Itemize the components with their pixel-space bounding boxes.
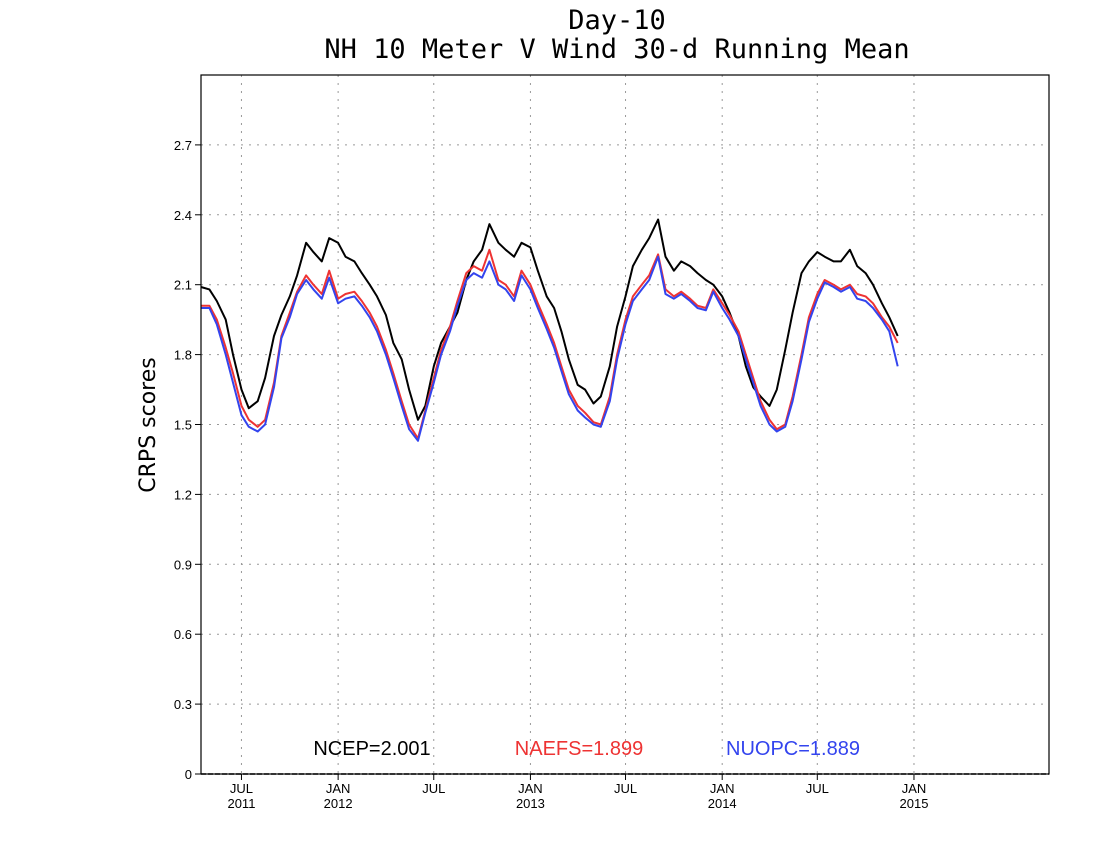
y-tick-label: 1.2	[174, 487, 192, 502]
y-tick-label: 0.3	[174, 697, 192, 712]
series-line-naefs	[201, 248, 899, 440]
chart-subtitle: NH 10 Meter V Wind 30-d Running Mean	[324, 34, 909, 65]
legend-entry-nuopc: NUOPC=1.889	[726, 738, 860, 760]
x-tick-label: JAN	[326, 781, 351, 796]
series-line-ncep	[200, 218, 899, 421]
y-axis-ticks: 0 0.3 0.6 0.9 1.2 1.5 1.8 2.1 2.4 2.7	[174, 138, 201, 782]
x-tick-year-label: 2011	[227, 796, 255, 811]
x-tick-label: JAN	[710, 781, 735, 796]
y-tick-label: 0.9	[174, 557, 192, 572]
x-tick-label: JAN	[902, 781, 927, 796]
y-tick-label: 0	[185, 767, 192, 782]
chart-title: Day-10	[568, 5, 666, 36]
series-line-nuopc	[201, 255, 899, 442]
legend-entry-naefs: NAEFS=1.899	[515, 738, 643, 760]
y-tick-label: 2.4	[174, 208, 192, 223]
x-tick-year-label: 2014	[708, 796, 737, 811]
x-tick-year-label: 2012	[324, 796, 353, 811]
x-tick-label: JAN	[518, 781, 543, 796]
legend-entry-ncep: NCEP=2.001	[313, 738, 430, 760]
x-tick-label: JUL	[230, 781, 253, 796]
y-tick-label: 1.8	[174, 348, 192, 363]
x-tick-label: JUL	[422, 781, 445, 796]
x-tick-label: JUL	[614, 781, 637, 796]
x-tick-year-label: 2013	[516, 796, 545, 811]
grid	[201, 75, 1049, 774]
y-tick-label: 2.1	[174, 278, 192, 293]
y-tick-label: 2.7	[174, 138, 192, 153]
plot-series	[200, 218, 899, 442]
y-axis-label: CRPS scores	[136, 357, 161, 492]
y-tick-label: 1.5	[174, 418, 192, 433]
x-tick-year-label: 2015	[900, 796, 929, 811]
x-tick-label: JUL	[806, 781, 829, 796]
y-tick-label: 0.6	[174, 627, 192, 642]
legend: NCEP=2.001 NAEFS=1.899 NUOPC=1.889	[313, 738, 860, 760]
